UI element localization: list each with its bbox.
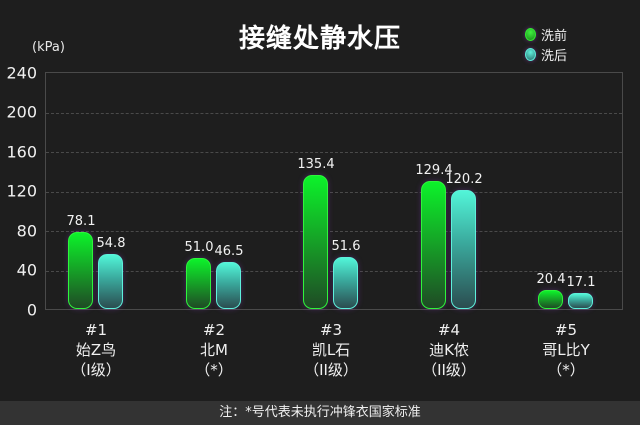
legend-label-after: 洗后	[541, 48, 568, 64]
x-label-4: #4 迪K侬 （II级）	[399, 320, 499, 380]
legend-item-after: 洗后	[525, 44, 567, 64]
value-1-before: 78.1	[66, 214, 96, 229]
x-label-1-num: #1	[84, 321, 108, 339]
value-2-after: 46.5	[214, 244, 244, 259]
x-label-3-name: 凯L石	[311, 341, 351, 359]
bar-1-after	[98, 254, 123, 309]
x-label-2-num: #2	[202, 321, 226, 339]
footnote: 注：*号代表未执行冲锋衣国家标准	[0, 401, 640, 425]
x-label-2: #2 北M （*）	[164, 320, 264, 380]
bar-3-after	[333, 257, 358, 309]
gridline-80	[46, 231, 622, 232]
bar-5-before	[538, 290, 563, 309]
gridline-200	[46, 113, 622, 114]
x-label-2-name: 北M	[200, 341, 228, 359]
y-tick-160: 160	[6, 142, 37, 162]
legend: 洗前 洗后	[525, 24, 567, 64]
bar-5-after	[568, 293, 593, 309]
y-tick-40: 40	[16, 260, 37, 280]
x-label-1-grade: （I级）	[71, 361, 121, 379]
legend-dot-after-icon	[525, 47, 536, 61]
gridline-120	[46, 192, 622, 193]
x-label-5-grade: （*）	[547, 361, 585, 379]
y-axis-unit: (kPa)	[32, 40, 65, 55]
value-4-after: 120.2	[445, 172, 483, 187]
value-2-before: 51.0	[184, 240, 214, 255]
bar-4-after	[451, 190, 476, 309]
value-3-after: 51.6	[331, 239, 361, 254]
y-tick-200: 200	[6, 102, 37, 122]
value-4-before: 129.4	[415, 163, 453, 178]
gridline-160	[46, 152, 622, 153]
legend-label-before: 洗前	[541, 28, 568, 44]
x-label-5-name: 哥L比Y	[542, 341, 590, 359]
value-5-before: 20.4	[536, 272, 566, 287]
y-tick-0: 0	[26, 300, 37, 320]
x-label-3-grade: （II级）	[304, 361, 358, 379]
x-label-1-name: 始Z鸟	[75, 341, 117, 359]
x-label-3-num: #3	[319, 321, 343, 339]
bar-1-before	[68, 232, 93, 309]
x-label-1: #1 始Z鸟 （I级）	[46, 320, 146, 380]
value-3-before: 135.4	[297, 157, 335, 172]
value-5-after: 17.1	[566, 275, 596, 290]
bar-2-before	[186, 258, 211, 309]
plot-area: 78.1 54.8 51.0 46.5 135.4 51.6 129.4 120…	[45, 72, 623, 310]
legend-dot-before-icon	[525, 27, 536, 41]
x-label-4-num: #4	[437, 321, 461, 339]
bar-2-after	[216, 262, 241, 309]
x-label-4-grade: （II级）	[422, 361, 476, 379]
y-tick-120: 120	[6, 181, 37, 201]
x-label-5: #5 哥L比Y （*）	[516, 320, 616, 380]
x-label-5-num: #5	[554, 321, 578, 339]
x-label-3: #3 凯L石 （II级）	[281, 320, 381, 380]
value-1-after: 54.8	[96, 236, 126, 251]
bar-3-before	[303, 175, 328, 309]
y-tick-80: 80	[16, 221, 37, 241]
chart-title: 接缝处静水压	[238, 24, 401, 54]
bar-4-before	[421, 181, 446, 309]
legend-item-before: 洗前	[525, 24, 567, 44]
x-label-2-grade: （*）	[195, 361, 233, 379]
y-tick-240: 240	[6, 63, 37, 83]
x-label-4-name: 迪K侬	[429, 341, 469, 359]
